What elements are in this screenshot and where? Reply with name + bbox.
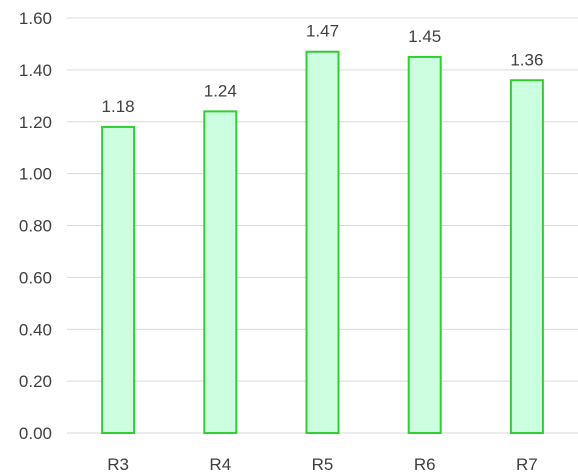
data-label-r3: 1.18 (102, 97, 135, 116)
x-tick-label-r5: R5 (312, 455, 334, 474)
y-tick-label: 0.20 (19, 372, 52, 391)
bar-r3 (101, 125, 136, 434)
bar-r6 (407, 55, 442, 434)
y-tick-label: 0.00 (19, 424, 52, 443)
data-labels: 1.18 1.24 1.47 1.45 1.36 (102, 22, 544, 116)
data-label-r6: 1.45 (408, 27, 441, 46)
bar-r4 (203, 110, 238, 434)
y-tick-label: 1.60 (19, 9, 52, 28)
y-tick-label: 1.20 (19, 113, 52, 132)
y-tick-label: 0.60 (19, 268, 52, 287)
data-label-r4: 1.24 (204, 81, 237, 100)
y-tick-label: 0.40 (19, 320, 52, 339)
x-axis-tick-labels: R3 R4 R5 R6 R7 (107, 455, 538, 474)
data-label-r7: 1.36 (510, 50, 543, 69)
x-tick-label-r7: R7 (516, 455, 538, 474)
data-label-r5: 1.47 (306, 22, 339, 41)
y-tick-label: 1.40 (19, 61, 52, 80)
bar-r5 (305, 50, 340, 434)
x-tick-label-r6: R6 (414, 455, 436, 474)
bars (101, 50, 544, 434)
x-tick-label-r3: R3 (107, 455, 129, 474)
y-tick-label: 0.80 (19, 217, 52, 236)
x-tick-label-r4: R4 (209, 455, 231, 474)
y-axis-tick-labels: 0.00 0.20 0.40 0.60 0.80 1.00 1.20 1.40 1.60 (19, 9, 52, 443)
y-tick-label: 1.00 (19, 165, 52, 184)
bar-r7 (509, 79, 544, 434)
